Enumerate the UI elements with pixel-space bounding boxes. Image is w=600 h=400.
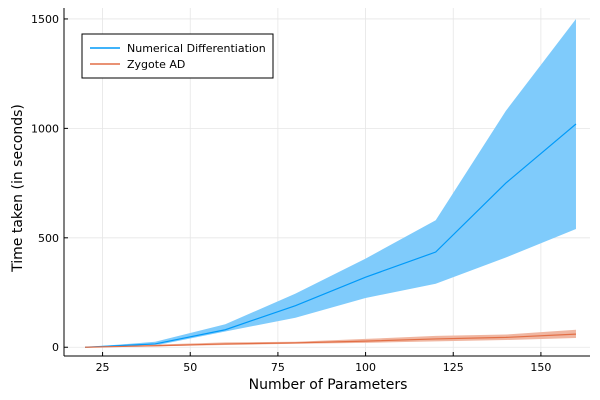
- x-tick-label: 125: [443, 361, 464, 374]
- legend-box: [81, 33, 274, 79]
- band-series-1: [85, 18, 576, 348]
- y-axis-title: Time taken (in seconds): [10, 104, 26, 273]
- line-series-1: [85, 123, 577, 348]
- y-tick-label: 1500: [31, 13, 59, 26]
- x-tick-label: 50: [183, 361, 197, 374]
- legend-label-series-2: Zygote AD: [127, 58, 185, 71]
- legend: Numerical Differentiation Zygote AD: [81, 33, 274, 79]
- legend-label-series-1: Numerical Differentiation: [127, 42, 266, 55]
- line-series-2: [85, 333, 577, 348]
- x-tick-label: 75: [271, 361, 285, 374]
- y-tick-label: 1000: [31, 122, 59, 135]
- axes: [63, 8, 590, 357]
- x-axis-ticks: 25 50 75 100 125 150: [96, 352, 551, 374]
- y-axis-ticks: 0 500 1000 1500: [31, 13, 68, 354]
- x-tick-label: 25: [96, 361, 110, 374]
- x-tick-label: 150: [530, 361, 551, 374]
- x-tick-label: 100: [355, 361, 376, 374]
- y-tick-label: 500: [38, 232, 59, 245]
- x-axis-title: Number of Parameters: [249, 377, 408, 393]
- series-lines: [85, 123, 577, 348]
- y-tick-label: 0: [52, 341, 59, 354]
- band-series-2: [85, 329, 576, 348]
